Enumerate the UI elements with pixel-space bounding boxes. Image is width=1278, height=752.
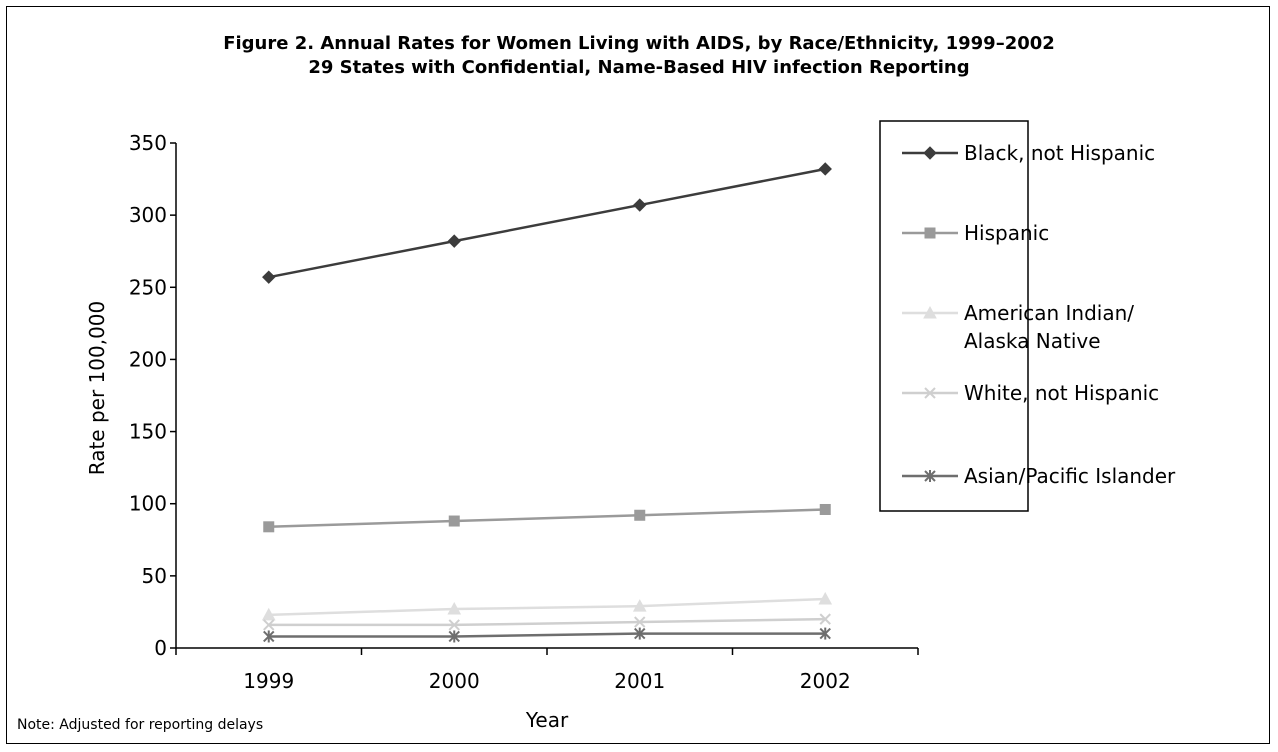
- legend-item: Hispanic: [902, 221, 1049, 245]
- data-point: [819, 613, 831, 625]
- legend-label: White, not Hispanic: [964, 381, 1159, 405]
- x-tick-label: 2001: [614, 669, 665, 693]
- legend-label: Hispanic: [964, 221, 1049, 245]
- x-tick-label: 2000: [429, 669, 480, 693]
- chart-title: Figure 2. Annual Rates for Women Living …: [223, 33, 1055, 54]
- marker-stroke: [263, 619, 275, 631]
- legend-box: [879, 120, 1029, 512]
- series-2: [261, 591, 833, 621]
- data-point: [261, 607, 276, 621]
- data-point: [263, 630, 275, 643]
- data-point: [818, 591, 833, 605]
- legend: Black, not Hispanic Hispanic American Indi…: [879, 120, 1176, 512]
- legend-label: American Indian/: [964, 301, 1134, 325]
- legend-swatch-marker: [924, 470, 936, 482]
- series-line: [268, 632, 826, 638]
- data-point: [632, 599, 647, 612]
- legend-item: White, not Hispanic: [902, 381, 1159, 405]
- legend-label: Asian/Pacific Islander: [964, 464, 1176, 488]
- data-point: [263, 619, 275, 631]
- y-axis-title: Rate per 100,000: [85, 301, 109, 476]
- legend-item: Black, not Hispanic: [902, 141, 1155, 165]
- marker-stroke: [924, 387, 936, 399]
- legend-swatch-marker: [924, 227, 936, 239]
- y-tick-label: 300: [129, 203, 167, 227]
- series-line: [268, 617, 826, 627]
- data-point: [263, 521, 275, 533]
- plot-area: [261, 162, 833, 643]
- data-point: [819, 627, 831, 640]
- marker-stroke: [634, 616, 646, 628]
- data-point: [634, 627, 646, 640]
- data-point: [634, 616, 646, 628]
- data-point: [633, 198, 647, 212]
- data-point: [448, 515, 460, 527]
- y-tick-label: 200: [129, 347, 167, 371]
- chart-subtitle: 29 States with Confidential, Name-Based …: [308, 57, 970, 78]
- y-tick-label: 150: [129, 420, 167, 444]
- series-4: [263, 627, 831, 643]
- axes: 0 50 100 150 200 250 300 350 1999 2000 2001 2002 Yea…: [85, 131, 919, 732]
- y-tick-label: 350: [129, 131, 167, 155]
- legend-swatch-marker: [923, 305, 937, 319]
- series-1: [263, 503, 831, 533]
- x-tick-label: 1999: [243, 669, 294, 693]
- legend-item: Asian/Pacific Islander: [902, 464, 1176, 488]
- legend-swatch-marker: [924, 387, 936, 399]
- footnote: Note: Adjusted for reporting delays: [17, 717, 264, 733]
- data-point: [448, 619, 460, 631]
- marker-stroke: [448, 619, 460, 631]
- series-line: [268, 508, 826, 529]
- series-0: [262, 162, 832, 284]
- legend-label: Black, not Hispanic: [964, 141, 1155, 165]
- data-point: [262, 270, 276, 284]
- data-point: [447, 601, 462, 615]
- legend-label: Alaska Native: [964, 329, 1101, 353]
- y-tick-label: 0: [154, 636, 167, 660]
- data-point: [634, 509, 646, 521]
- marker-stroke: [819, 613, 831, 625]
- data-point: [448, 630, 460, 643]
- legend-swatch-marker: [923, 146, 937, 160]
- data-point: [819, 503, 831, 515]
- data-point: [818, 162, 832, 176]
- series-line: [268, 167, 826, 279]
- legend-item: American Indian/Alaska Native: [902, 301, 1134, 353]
- series-line: [268, 597, 826, 617]
- data-point: [447, 234, 461, 248]
- x-tick-label: 2002: [800, 669, 851, 693]
- x-axis-title: Year: [525, 708, 569, 732]
- y-tick-label: 250: [129, 275, 167, 299]
- y-tick-label: 100: [129, 492, 167, 516]
- series-3: [263, 613, 831, 631]
- y-tick-label: 50: [142, 564, 167, 588]
